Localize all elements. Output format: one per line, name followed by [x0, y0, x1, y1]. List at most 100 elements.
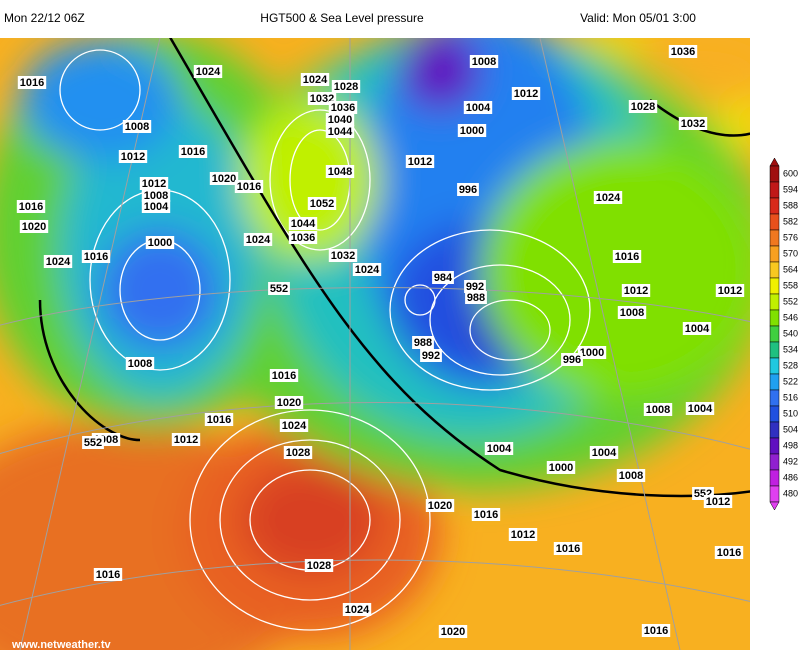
isobar-label: 1016: [96, 569, 120, 581]
valid-time: Valid: Mon 05/01 3:00: [580, 11, 696, 25]
isobar-label: 992: [466, 281, 484, 293]
isobar-label-box: [484, 442, 514, 455]
isobar-label: 1016: [717, 547, 741, 559]
colorbar-swatch: [769, 325, 780, 343]
isobar-label: 552: [270, 283, 288, 295]
isobar-label-box: [465, 291, 487, 304]
colorbar-label: 522: [783, 376, 798, 386]
isobar-label-box: [412, 336, 434, 349]
isobar-label: 1012: [142, 178, 166, 190]
isobar-label: 1004: [144, 201, 169, 213]
colorbar-swatch: [769, 437, 780, 455]
isobar-label-box: [125, 357, 155, 370]
colorbar-swatch: [769, 181, 780, 199]
isobar-label-box: [307, 197, 337, 210]
isobar-label-box: [193, 65, 223, 78]
isobar-label-box: [464, 280, 486, 293]
isobar-label: 1000: [580, 347, 604, 359]
isobar-label: 1032: [310, 93, 334, 105]
isobar-label: 1012: [706, 496, 730, 508]
isobar-label: 988: [414, 337, 432, 349]
isobar-label: 988: [467, 292, 485, 304]
isobar-label: 1052: [310, 198, 334, 210]
colorbar-label: 600: [783, 168, 798, 178]
footer: www.netweather.tv: [11, 639, 112, 651]
isobar-label: 1016: [272, 370, 296, 382]
isobar-label-box: [331, 80, 361, 93]
colorbar-label: 582: [783, 216, 798, 226]
isobar-label-box: [141, 200, 171, 213]
isobar-label-box: [279, 419, 309, 432]
isobar-label: 1024: [355, 264, 380, 276]
colorbar-swatch: [769, 453, 780, 471]
colorbar-swatch: [769, 277, 780, 295]
isobar-label: 1012: [408, 156, 432, 168]
isobar-label: 1016: [181, 146, 205, 158]
isobar-label: 1004: [685, 323, 710, 335]
isobar-label: 1016: [615, 251, 639, 263]
isobar-label: 1028: [334, 81, 358, 93]
colorbar-label: 480: [783, 488, 798, 498]
isobar-label-box: [234, 180, 264, 193]
isobar-label-box: [325, 165, 355, 178]
colorbar-label: 516: [783, 392, 798, 402]
colorbar-swatch: [769, 261, 780, 279]
isobar-label-box: [204, 413, 234, 426]
isobar-label-box: [139, 177, 169, 190]
isobar-label-box: [463, 101, 493, 114]
isobar-label-box: [93, 568, 123, 581]
isobar-label-box: [16, 200, 46, 213]
isobar-label-box: [612, 250, 642, 263]
isobar-label-box: [643, 403, 673, 416]
colorbar-label: 492: [783, 456, 798, 466]
isobar-label-box: [300, 73, 330, 86]
colorbar-swatch: [769, 165, 780, 183]
colorbar: 600 594 588 582 576 570 564 558 552 546 540 534 528 5…: [769, 157, 798, 511]
isobar-label: 1016: [207, 414, 231, 426]
isobar-label-box: [141, 189, 171, 202]
colorbar-label: 528: [783, 360, 798, 370]
isobar-label: 1012: [174, 434, 198, 446]
colorbar-swatch: [769, 213, 780, 231]
isobar-label: 1016: [20, 77, 44, 89]
colorbar-label: 576: [783, 232, 798, 242]
colorbar-label: 498: [783, 440, 798, 450]
isobar-label: 1012: [718, 285, 742, 297]
isobar-label-box: [328, 101, 358, 114]
isobar-label: 1024: [196, 66, 221, 78]
isobar-label: 996: [459, 184, 477, 196]
isobar-label-box: [145, 236, 175, 249]
colorbar-label: 540: [783, 328, 798, 338]
isobar-label-box: [553, 542, 583, 555]
isobar-label-box: [288, 231, 318, 244]
isobar-label: 1008: [619, 470, 643, 482]
isobar-label: 1004: [466, 102, 491, 114]
isobar-label-box: [118, 150, 148, 163]
isobar-label: 1032: [681, 118, 705, 130]
isobar-label-box: [593, 191, 623, 204]
isobar-label: 1040: [328, 114, 352, 126]
colorbar-label: 546: [783, 312, 798, 322]
isobar-label: 1032: [331, 250, 355, 262]
isobar-label: 1020: [277, 397, 301, 409]
isobar-label-box: [678, 117, 708, 130]
isobar-label: 1004: [592, 447, 617, 459]
isobar-label-box: [352, 263, 382, 276]
colorbar-swatch: [769, 197, 780, 215]
graticule: [0, 38, 750, 650]
isobar-label: 984: [434, 272, 453, 284]
isobar-label: 1024: [345, 604, 370, 616]
field: [0, 38, 750, 650]
isobar-label-box: [304, 559, 334, 572]
isobar-label-box: [405, 155, 435, 168]
isobar-label-box: [546, 461, 576, 474]
isobar-label: 1008: [472, 56, 496, 68]
isobar-label-box: [471, 508, 501, 521]
isobars: [59, 49, 591, 631]
colorbar-label: 558: [783, 280, 798, 290]
isobar-label: 1012: [511, 529, 535, 541]
isobar-label: 552: [84, 437, 102, 449]
colorbar-swatch: [769, 389, 780, 407]
isobar-label-box: [469, 55, 499, 68]
colorbar-label: 486: [783, 472, 798, 482]
